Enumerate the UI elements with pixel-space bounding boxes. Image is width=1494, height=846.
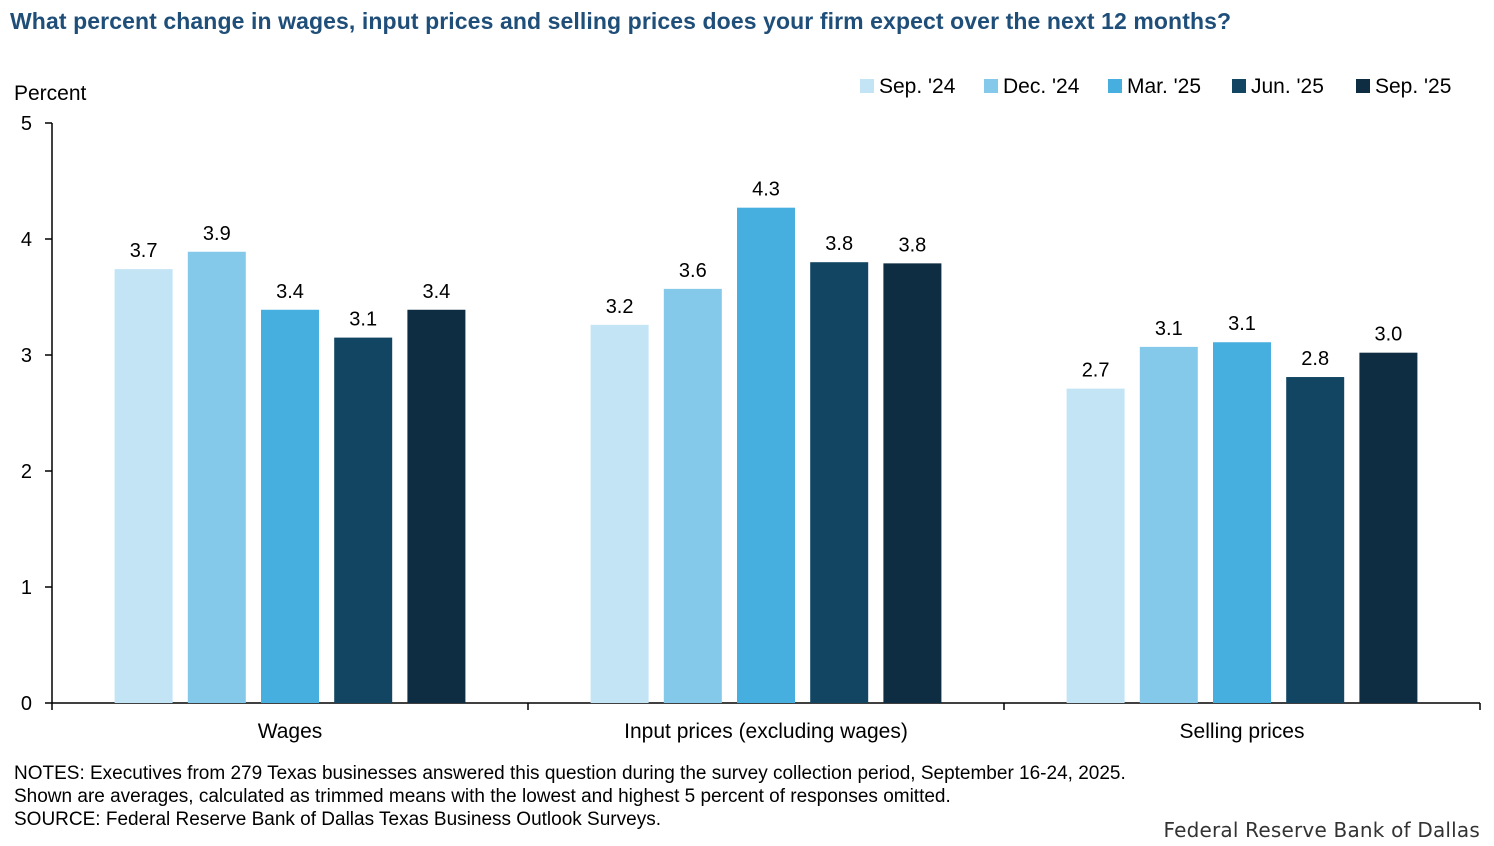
data-label: 3.2 — [606, 296, 634, 318]
y-axis-label: Percent — [14, 82, 87, 105]
bar — [663, 288, 722, 703]
data-label: 2.7 — [1082, 360, 1110, 382]
legend-swatch — [984, 79, 998, 93]
bar — [1286, 377, 1345, 703]
bar — [1066, 388, 1125, 703]
data-label: 3.8 — [898, 234, 926, 256]
bar — [590, 324, 649, 703]
data-label: 3.1 — [1228, 313, 1256, 335]
bar — [407, 309, 466, 703]
x-tick-label: Input prices (excluding wages) — [624, 720, 908, 743]
data-label: 3.1 — [349, 309, 377, 331]
legend: Sep. '24 Dec. '24 Mar. '25 Jun. '25 Sep. '25 — [860, 75, 1451, 98]
notes-line: NOTES: Executives from 279 Texas busines… — [14, 763, 1126, 784]
bar — [1213, 342, 1271, 703]
bar — [737, 207, 795, 703]
notes-line: Shown are averages, calculated as trimme… — [14, 786, 951, 807]
bar — [883, 263, 942, 703]
x-tick-label: Selling prices — [1180, 720, 1305, 743]
bar — [1359, 352, 1418, 703]
data-label: 3.6 — [679, 260, 707, 282]
bars: 3.7 3.9 3.4 3.1 3.4 Wages 3.2 3.6 4.3 3.8 3.8 Input… — [114, 179, 1418, 743]
bar — [810, 262, 869, 703]
legend-label: Mar. '25 — [1127, 75, 1201, 98]
bar — [334, 337, 393, 703]
legend-label: Sep. '24 — [879, 75, 956, 98]
source-line: SOURCE: Federal Reserve Bank of Dallas T… — [14, 809, 661, 830]
bar — [261, 309, 319, 703]
y-tick-label: 0 — [21, 693, 32, 715]
data-label: 4.3 — [752, 179, 780, 201]
x-tick-label: Wages — [258, 720, 323, 743]
notes: NOTES: Executives from 279 Texas busines… — [14, 762, 1126, 831]
data-label: 3.0 — [1374, 324, 1402, 346]
chart-title: What percent change in wages, input pric… — [10, 8, 1232, 34]
legend-swatch — [1232, 79, 1246, 93]
data-label: 3.1 — [1155, 318, 1183, 340]
y-tick-label: 3 — [21, 345, 32, 367]
data-label: 3.4 — [422, 281, 450, 303]
data-label: 2.8 — [1301, 348, 1329, 370]
data-label: 3.4 — [276, 281, 304, 303]
legend-swatch — [1108, 79, 1122, 93]
legend-swatch — [860, 79, 874, 93]
y-tick-label: 1 — [21, 577, 32, 599]
y-tick-label: 5 — [21, 113, 32, 135]
legend-label: Dec. '24 — [1003, 75, 1080, 98]
bar — [187, 251, 246, 703]
data-label: 3.7 — [130, 240, 158, 262]
legend-label: Jun. '25 — [1251, 75, 1324, 98]
y-tick-label: 4 — [21, 229, 32, 251]
bar — [114, 269, 173, 703]
legend-label: Sep. '25 — [1375, 75, 1451, 98]
legend-swatch — [1356, 79, 1370, 93]
bar — [1139, 346, 1198, 703]
credit-text: Federal Reserve Bank of Dallas — [1163, 818, 1480, 842]
data-label: 3.9 — [203, 223, 231, 245]
data-label: 3.8 — [825, 233, 853, 255]
y-tick-label: 2 — [21, 461, 32, 483]
